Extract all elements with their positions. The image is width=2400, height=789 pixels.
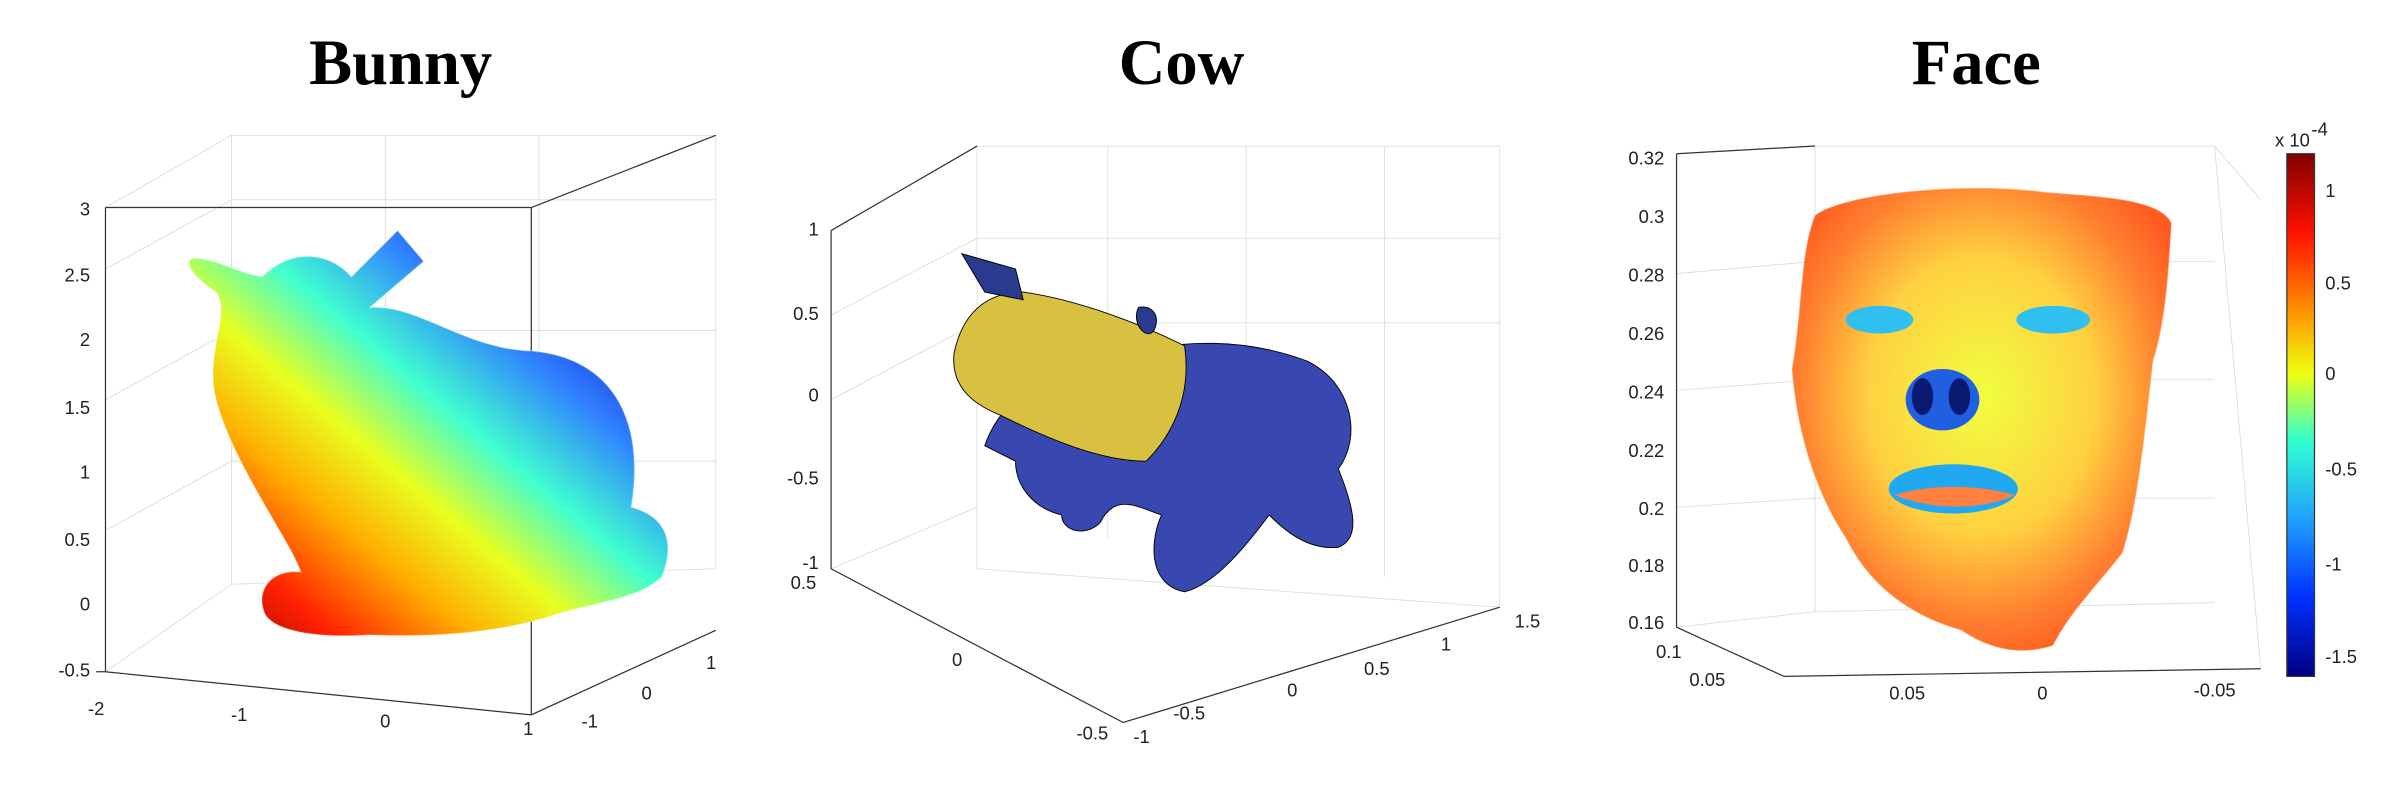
- panel-title: Face: [1912, 26, 2041, 98]
- y-tick-label: 0: [641, 683, 651, 704]
- z-tick-label: 0.18: [1628, 555, 1664, 576]
- colorbar-tick-label: 0.5: [2325, 272, 2351, 293]
- z-tick-label: -0.5: [787, 467, 819, 488]
- z-tick-label: 2.5: [64, 265, 90, 286]
- x-tick-label: -1: [1133, 726, 1149, 747]
- z-tick-label: 2: [80, 329, 90, 350]
- panel-title: Cow: [1119, 26, 1245, 98]
- colorbar-tick-label: 0: [2325, 363, 2335, 384]
- z-tick-label: 0.22: [1628, 440, 1664, 461]
- z-tick-label: -0.5: [58, 660, 90, 681]
- y-tick-label: 0: [952, 649, 962, 670]
- bunny-mesh: [188, 229, 669, 637]
- x-tick-label: -1: [231, 704, 247, 725]
- z-tick-label: 1: [808, 218, 818, 239]
- x-tick-label: 0.5: [1364, 658, 1390, 679]
- z-tick-label: -1: [802, 552, 818, 573]
- face-mesh: [1791, 187, 2173, 652]
- colorbar: [2286, 153, 2316, 678]
- y-tick-label: 0.5: [791, 572, 817, 593]
- x-tick-label: 1: [1441, 634, 1451, 655]
- z-tick-label: 0.26: [1628, 323, 1664, 344]
- x-tick-label: -0.05: [2194, 680, 2236, 701]
- colorbar-exponent: -4: [2311, 119, 2327, 140]
- z-tick-label: 0.2: [1639, 498, 1665, 519]
- y-tick-label: -0.5: [1077, 723, 1109, 744]
- x-tick-label: 0: [1287, 680, 1297, 701]
- y-tick-label: -1: [582, 710, 598, 731]
- z-tick-label: 0.16: [1628, 612, 1664, 633]
- y-tick-label: 0.05: [1689, 669, 1725, 690]
- colorbar-multiplier: x 10: [2275, 129, 2310, 150]
- panel-title: Bunny: [309, 26, 492, 98]
- face-features: [1845, 305, 2091, 514]
- z-tick-label: 0: [80, 594, 90, 615]
- z-tick-label: 0.3: [1639, 206, 1665, 227]
- colorbar-tick-label: -1.5: [2325, 646, 2357, 667]
- x-tick-label: -2: [88, 698, 104, 719]
- colorbar-tick-label: 1: [2325, 180, 2335, 201]
- z-tick-label: 0.5: [793, 303, 819, 324]
- cow-ears: [960, 252, 1157, 335]
- z-tick-label: 0.28: [1628, 265, 1664, 286]
- x-tick-label: 0: [380, 710, 390, 731]
- z-tick-label: 1: [80, 461, 90, 482]
- x-tick-label: 1: [523, 718, 533, 739]
- x-tick-label: 1.5: [1515, 610, 1541, 631]
- x-tick-label: 0: [2037, 683, 2047, 704]
- z-tick-label: 3: [80, 198, 90, 219]
- labels: Bunny 3 2.5 2 1.5 1 0.5 0 -0.5 -2 -1 0 1 -1 0 1 Cow 1 0.5 0…: [58, 26, 2357, 747]
- z-tick-label: 0: [808, 384, 818, 405]
- z-tick-label: 0.32: [1628, 148, 1664, 169]
- colorbar-tick-label: -0.5: [2325, 458, 2357, 479]
- x-tick-label: -0.5: [1173, 703, 1205, 724]
- y-tick-label: 1: [706, 652, 716, 673]
- colorbar-tick-label: -1: [2325, 554, 2341, 575]
- z-tick-label: 1.5: [64, 397, 90, 418]
- x-tick-label: 0.05: [1889, 683, 1925, 704]
- z-tick-label: 0.5: [64, 529, 90, 550]
- z-tick-label: 0.24: [1628, 381, 1664, 402]
- y-tick-label: 0.1: [1656, 641, 1682, 662]
